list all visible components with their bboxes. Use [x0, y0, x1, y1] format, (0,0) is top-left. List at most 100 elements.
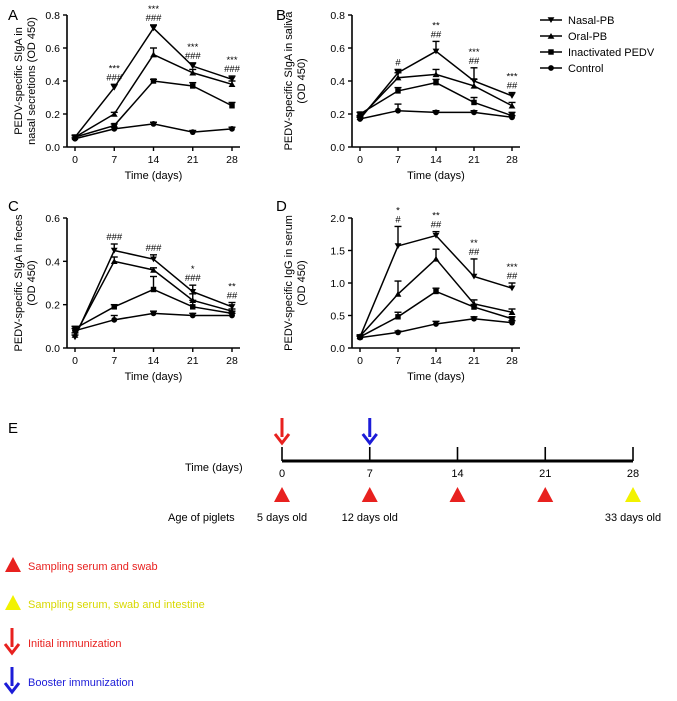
x-tick-label: 21 — [187, 355, 199, 367]
series-inactivated-pedv-point — [150, 78, 157, 84]
series-control-point — [111, 125, 118, 132]
series-control-point — [395, 329, 401, 336]
series-nasal-pb-point — [110, 84, 118, 91]
arrow-head — [273, 433, 291, 446]
blue-arrow-icon — [3, 667, 21, 695]
red-triangle-icon — [274, 487, 290, 502]
series-nasal-pb-point — [150, 256, 157, 263]
series-inactivated-pedv-point — [190, 83, 196, 89]
legend-marker — [547, 17, 555, 24]
y-tick-label: 0.5 — [330, 311, 345, 323]
x-tick-label: 14 — [430, 355, 442, 367]
significance-label: ## — [431, 220, 442, 231]
significance-label: *** — [506, 262, 517, 273]
legend-marker — [547, 32, 555, 39]
timeline-time-label: Time (days) — [185, 462, 243, 474]
key-label: Initial immunization — [28, 638, 122, 650]
significance-label: ## — [469, 247, 480, 258]
x-tick-label: 28 — [226, 355, 238, 367]
x-tick-label: 28 — [506, 154, 518, 166]
significance-label: *** — [187, 42, 198, 53]
chart-panel-b: B 0.0 0.2 0.4 0.6 0.8 0 7 14 21 28 Time (days) PEDV-… — [276, 7, 520, 182]
red-arrow-icon — [273, 418, 291, 446]
series-control-point — [111, 316, 118, 323]
series-nasal-pb-point — [508, 285, 516, 292]
series-oral-pb-point — [394, 74, 402, 81]
series-inactivated-pedv-point — [395, 88, 401, 94]
significance-label: # — [395, 214, 401, 225]
series-inactivated-pedv-point — [111, 122, 117, 129]
key-label: Sampling serum and swab — [28, 561, 158, 573]
series-inactivated-pedv-point — [190, 304, 196, 310]
series-inactivated-pedv-point — [433, 288, 439, 295]
series-control-point — [395, 107, 401, 114]
x-tick-label: 0 — [357, 355, 363, 367]
series-inactivated-pedv-line — [74, 80, 233, 138]
series-oral-pb-point — [228, 81, 236, 88]
significance-label: ** — [470, 238, 478, 249]
series-oral-pb-point — [394, 290, 402, 297]
panel-label: A — [8, 7, 18, 24]
series-nasal-pb-point — [189, 63, 197, 70]
significance-label: ** — [432, 20, 440, 31]
series-oral-pb-point — [470, 82, 478, 89]
y-tick-label: 0.0 — [45, 142, 60, 154]
x-axis-label: Time (days) — [407, 170, 465, 182]
timeline-panel-e: E Time (days) Age of piglets 0 7 14 21 28 5 days… — [8, 418, 661, 524]
key-label: Booster immunization — [28, 677, 134, 689]
y-tick-label: 0.6 — [45, 213, 60, 225]
significance-label: ** — [228, 282, 236, 293]
significance-label: *** — [226, 55, 237, 66]
series-inactivated-pedv-point — [433, 79, 439, 86]
significance-label: # — [395, 57, 401, 68]
panel-label: E — [8, 420, 18, 437]
y-tick-label: 0.6 — [330, 43, 345, 55]
y-tick-label: 0.0 — [330, 343, 345, 355]
significance-label: ### — [185, 273, 202, 284]
series-control-point — [150, 121, 157, 127]
x-tick-label: 28 — [506, 355, 518, 367]
series-control-point — [229, 312, 235, 319]
series-oral-pb-point — [508, 102, 516, 109]
x-tick-label: 14 — [148, 355, 160, 367]
significance-label: ## — [507, 81, 518, 92]
significance-label: *** — [506, 72, 517, 83]
series-nasal-pb-point — [432, 48, 440, 55]
y-tick-label: 0.2 — [330, 109, 345, 121]
y-tick-label: 0.8 — [45, 10, 60, 22]
y-axis-label: nasal secretions (OD 450) — [26, 17, 38, 145]
significance-label: ### — [106, 72, 123, 83]
x-tick-label: 14 — [430, 154, 442, 166]
x-tick-label: 7 — [395, 355, 401, 367]
significance-label: ## — [507, 271, 518, 282]
y-axis-label: (OD 450) — [296, 260, 308, 305]
series-oral-pb-point — [432, 255, 440, 262]
x-tick-label: 0 — [72, 355, 78, 367]
significance-label: *** — [148, 4, 159, 15]
series-oral-pb-point — [432, 71, 440, 78]
significance-label: *** — [468, 47, 479, 58]
legend-marker — [548, 49, 554, 55]
series-inactivated-pedv-point — [150, 286, 157, 293]
series-nasal-pb-point — [110, 247, 118, 254]
series-inactivated-pedv-line — [359, 290, 513, 338]
significance-label: *** — [109, 63, 120, 74]
arrow-head — [361, 433, 378, 446]
series-control-point — [509, 114, 515, 121]
x-tick-label: 0 — [357, 154, 363, 166]
timeline-tick-label: 21 — [539, 468, 551, 480]
y-tick-label: 0.2 — [45, 109, 60, 121]
series-oral-pb-point — [189, 69, 197, 76]
series-control-point — [471, 315, 477, 322]
series-nasal-pb-point — [470, 273, 478, 280]
legend-marker — [548, 65, 554, 71]
significance-label: ## — [431, 29, 442, 40]
x-tick-label: 0 — [72, 154, 78, 166]
red-triangle-icon — [5, 557, 21, 572]
y-axis-label: (OD 450) — [26, 260, 38, 305]
y-axis-label: PEDV-specific SIgA in feces — [13, 214, 25, 351]
significance-label: ### — [224, 64, 241, 75]
timeline-age-text: 12 days old — [342, 512, 398, 524]
series-inactivated-pedv-point — [509, 316, 515, 322]
